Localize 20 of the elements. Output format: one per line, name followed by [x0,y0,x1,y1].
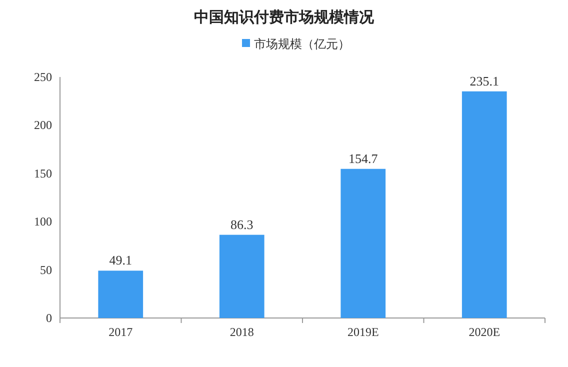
y-tick-label: 250 [34,70,52,84]
legend-label: 市场规模（亿元） [254,37,350,51]
data-label: 235.1 [470,73,499,88]
x-tick-label: 2020E [468,325,500,339]
bar [98,270,144,318]
data-label: 49.1 [109,252,132,268]
chart-title: 中国知识付费市场规模情况 [194,8,375,26]
y-tick-label: 150 [34,166,52,180]
bar [340,168,386,318]
bar [462,91,507,318]
x-tick-label: 2017 [108,325,133,339]
x-tick-label: 2018 [230,325,254,339]
data-label: 154.7 [348,150,378,166]
y-tick-label: 100 [34,214,52,229]
x-tick-label: 2019E [347,325,379,339]
data-label: 86.3 [230,216,254,232]
y-tick-label: 50 [40,262,52,277]
bar [219,234,264,318]
y-tick-label: 0 [46,311,52,325]
y-tick-label: 200 [34,118,52,132]
